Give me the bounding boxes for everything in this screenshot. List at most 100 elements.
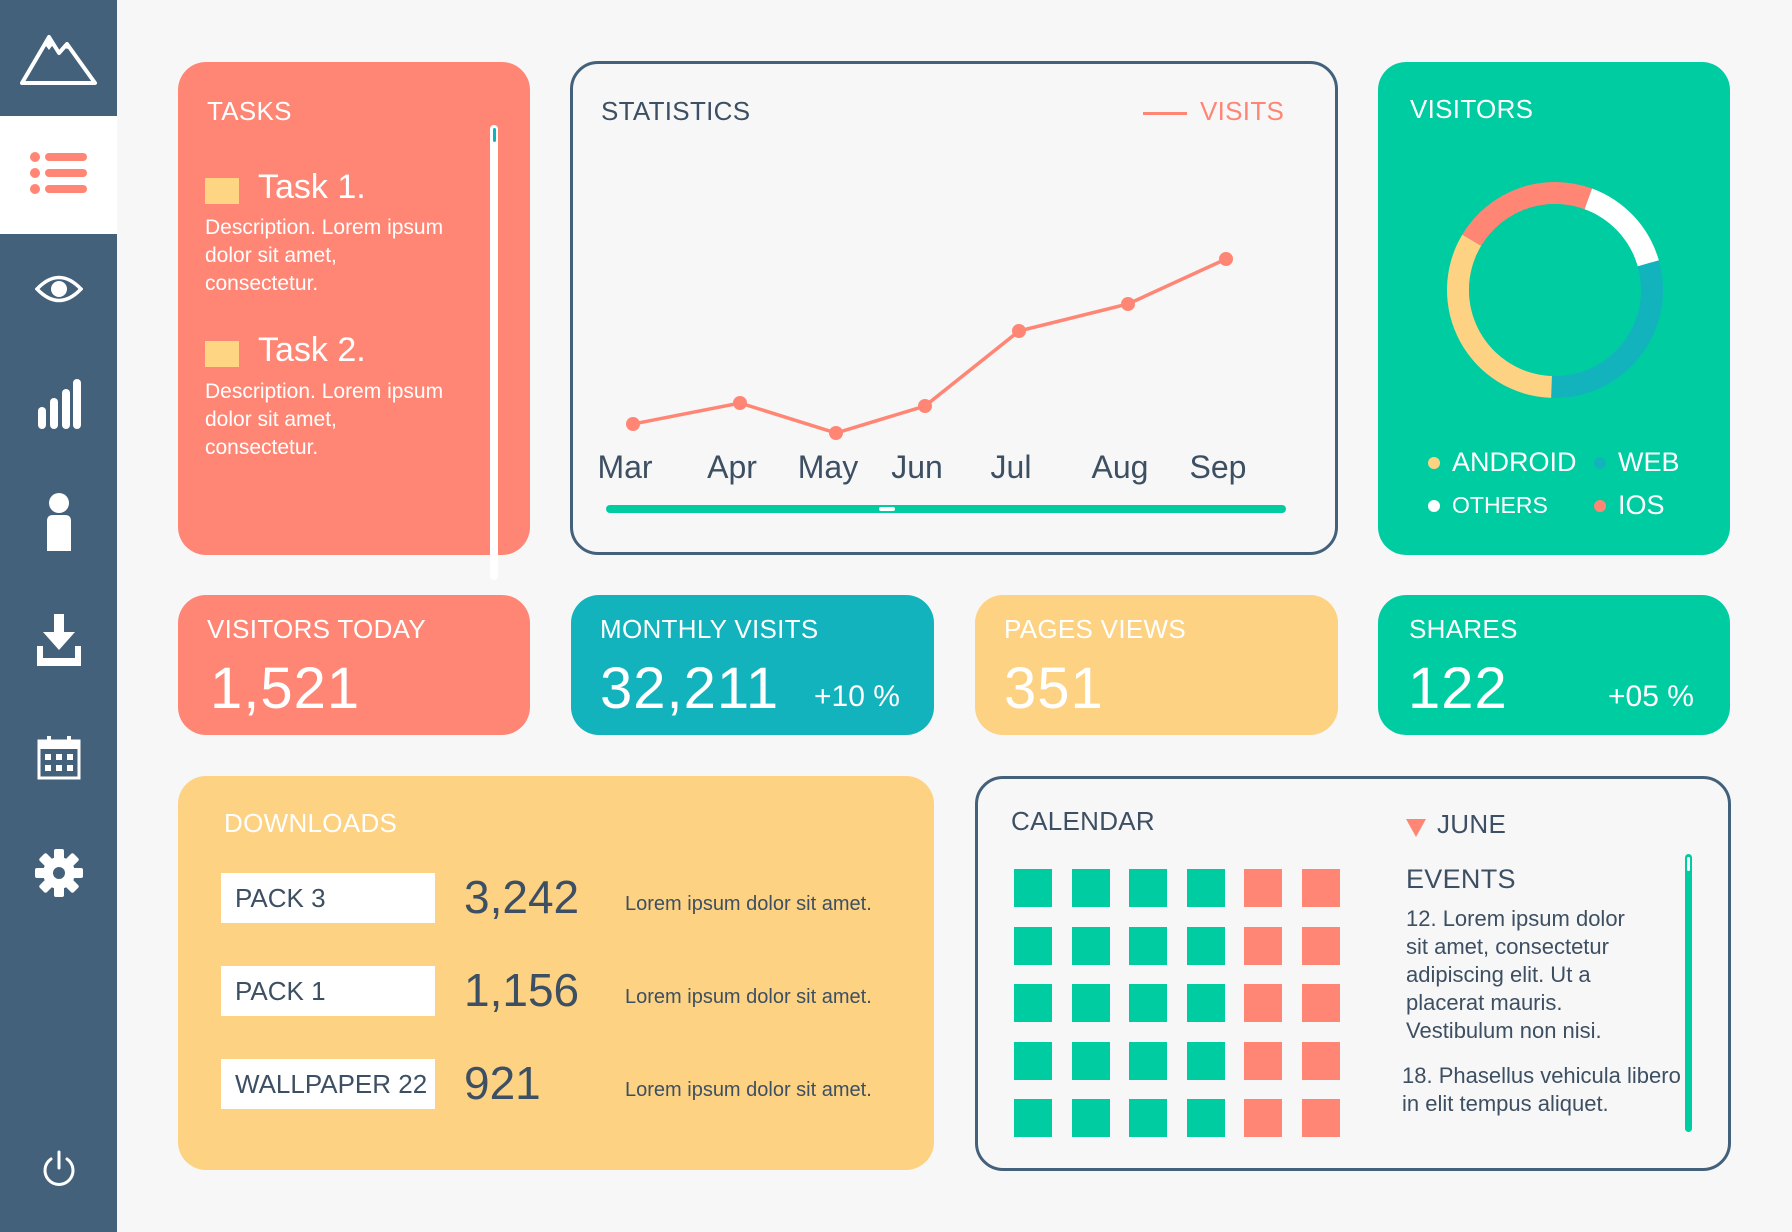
gear-icon [34, 848, 83, 902]
calendar-day-cell[interactable] [1071, 869, 1110, 907]
calendar-day-cell[interactable] [1302, 984, 1340, 1022]
nav-statistics[interactable] [0, 356, 117, 456]
nav-power[interactable] [0, 1121, 117, 1221]
calendar-day-cell[interactable] [1071, 984, 1110, 1022]
calendar-day-cell[interactable] [1129, 869, 1168, 907]
visits-data-point[interactable] [1012, 324, 1026, 338]
shares-value: 122 [1408, 656, 1508, 721]
visits-data-point[interactable] [829, 426, 843, 440]
statistics-line-chart: Mar Apr May Jun Jul Aug Sep [597, 252, 1247, 485]
visits-data-point[interactable] [1121, 297, 1135, 311]
download-item-pack1[interactable]: PACK 1 [221, 966, 435, 1016]
scrollbar-thumb[interactable] [493, 128, 496, 142]
nav-calendar[interactable] [0, 710, 117, 810]
calendar-day-cell[interactable] [1129, 1041, 1168, 1080]
visitors-today-label: VISITORS TODAY [207, 614, 427, 644]
calendar-day-cell[interactable] [1071, 926, 1110, 965]
calendar-day-cell[interactable] [1244, 1041, 1283, 1080]
visits-data-point[interactable] [918, 399, 932, 413]
visits-data-point[interactable] [733, 396, 747, 410]
calendar-day-cell[interactable] [1129, 984, 1168, 1022]
month-dropdown-arrow-icon[interactable] [1406, 819, 1426, 837]
monthly-visits-value: 32,211 [600, 656, 780, 721]
legend-label: WEB [1618, 447, 1680, 477]
calendar-day-cell[interactable] [1244, 869, 1283, 907]
events-title: EVENTS [1406, 864, 1516, 894]
download-item-pack3[interactable]: PACK 3 [221, 873, 435, 923]
calendar-day-cell[interactable] [1014, 869, 1052, 907]
task-checkbox[interactable] [205, 341, 239, 367]
mountain-logo-icon [0, 0, 117, 116]
nav-user[interactable] [0, 474, 117, 574]
tasks-title: TASKS [207, 96, 292, 126]
shares-card: SHARES 122 +05 % [1378, 595, 1730, 735]
calendar-day-cell[interactable] [1186, 984, 1225, 1022]
download-count: 921 [464, 1057, 541, 1109]
donut-slice-ios[interactable] [1462, 182, 1593, 246]
tasks-scrollbar[interactable] [490, 125, 498, 580]
legend-label: ANDROID [1452, 447, 1577, 477]
statistics-card: STATISTICS VISITS Mar Apr May Jun Jul Aug Sep [570, 61, 1338, 555]
calendar-day-cell[interactable] [1244, 984, 1283, 1022]
calendar-day-cell[interactable] [1302, 926, 1340, 965]
download-description: Lorem ipsum dolor sit amet. [625, 986, 872, 1008]
slider-handle[interactable] [879, 507, 895, 511]
donut-slice-others[interactable] [1584, 188, 1659, 267]
list-icon [29, 151, 88, 199]
legend-others: OTHERS [1428, 492, 1548, 519]
monthly-visits-card: MONTHLY VISITS 32,211 +10 % [571, 595, 934, 735]
visits-data-point[interactable] [1219, 252, 1233, 266]
calendar-day-cell[interactable] [1014, 926, 1052, 965]
download-icon [36, 613, 81, 671]
chart-range-slider[interactable] [606, 505, 1286, 513]
calendar-day-cell[interactable] [1071, 1099, 1110, 1137]
calendar-day-cell[interactable] [1302, 1099, 1340, 1137]
pages-views-value: 351 [1004, 656, 1104, 721]
month-selector[interactable]: JUNE [1437, 809, 1507, 839]
calendar-day-cell[interactable] [1014, 984, 1052, 1022]
task-title[interactable]: Task 1. [258, 168, 366, 206]
nav-tasks-list[interactable] [0, 116, 117, 234]
download-item-wallpaper22[interactable]: WALLPAPER 22 [221, 1059, 435, 1109]
x-axis-tick-label: Mar [597, 449, 652, 485]
visitors-title: VISITORS [1410, 94, 1534, 124]
calendar-day-cell[interactable] [1129, 926, 1168, 965]
event-item: 18. Phasellus vehicula libero in elit te… [1402, 1063, 1681, 1116]
event-item: 12. Lorem ipsum dolor sit amet, consecte… [1406, 906, 1625, 1043]
shares-change: +05 % [1608, 680, 1694, 713]
donut-slice-web[interactable] [1551, 260, 1663, 398]
legend-web: WEB [1594, 447, 1680, 478]
events-scrollbar[interactable] [1685, 854, 1692, 1132]
calendar-day-cell[interactable] [1244, 1099, 1283, 1137]
events-scrollbar-thumb[interactable] [1687, 857, 1690, 871]
web-dot [1594, 456, 1606, 469]
legend-ios: IOS [1594, 490, 1665, 521]
task-title[interactable]: Task 2. [258, 331, 366, 369]
calendar-day-cell[interactable] [1302, 869, 1340, 907]
visitors-today-value: 1,521 [210, 656, 361, 721]
x-axis-tick-label: Sep [1190, 449, 1247, 485]
legend-visits: VISITS [1200, 96, 1285, 126]
calendar-day-cell[interactable] [1071, 1041, 1110, 1080]
user-icon [45, 492, 73, 556]
calendar-day-cell[interactable] [1186, 926, 1225, 965]
visits-data-point[interactable] [626, 417, 640, 431]
calendar-day-cell[interactable] [1129, 1099, 1168, 1137]
calendar-day-cell[interactable] [1014, 1041, 1052, 1080]
calendar-card: CALENDAR JUNE EVENTS 12. Lorem ipsum dol… [975, 776, 1731, 1171]
calendar-day-cell[interactable] [1244, 926, 1283, 965]
calendar-day-cell[interactable] [1014, 1099, 1052, 1137]
calendar-day-cell[interactable] [1302, 1041, 1340, 1080]
nav-download[interactable] [0, 592, 117, 692]
calendar-day-cell[interactable] [1186, 869, 1225, 907]
calendar-day-cell[interactable] [1186, 1099, 1225, 1137]
task-description: Description. Lorem ipsum dolor sit amet,… [205, 380, 444, 459]
nav-eye[interactable] [0, 241, 117, 341]
nav-settings[interactable] [0, 825, 117, 925]
tasks-card: TASKS Task 1. Description. Lorem ipsum d… [178, 62, 530, 580]
task-checkbox[interactable] [205, 178, 239, 204]
calendar-title: CALENDAR [1011, 806, 1155, 836]
donut-slice-android[interactable] [1447, 234, 1552, 398]
calendar-day-cell[interactable] [1186, 1041, 1225, 1080]
legend-label: OTHERS [1452, 492, 1548, 518]
